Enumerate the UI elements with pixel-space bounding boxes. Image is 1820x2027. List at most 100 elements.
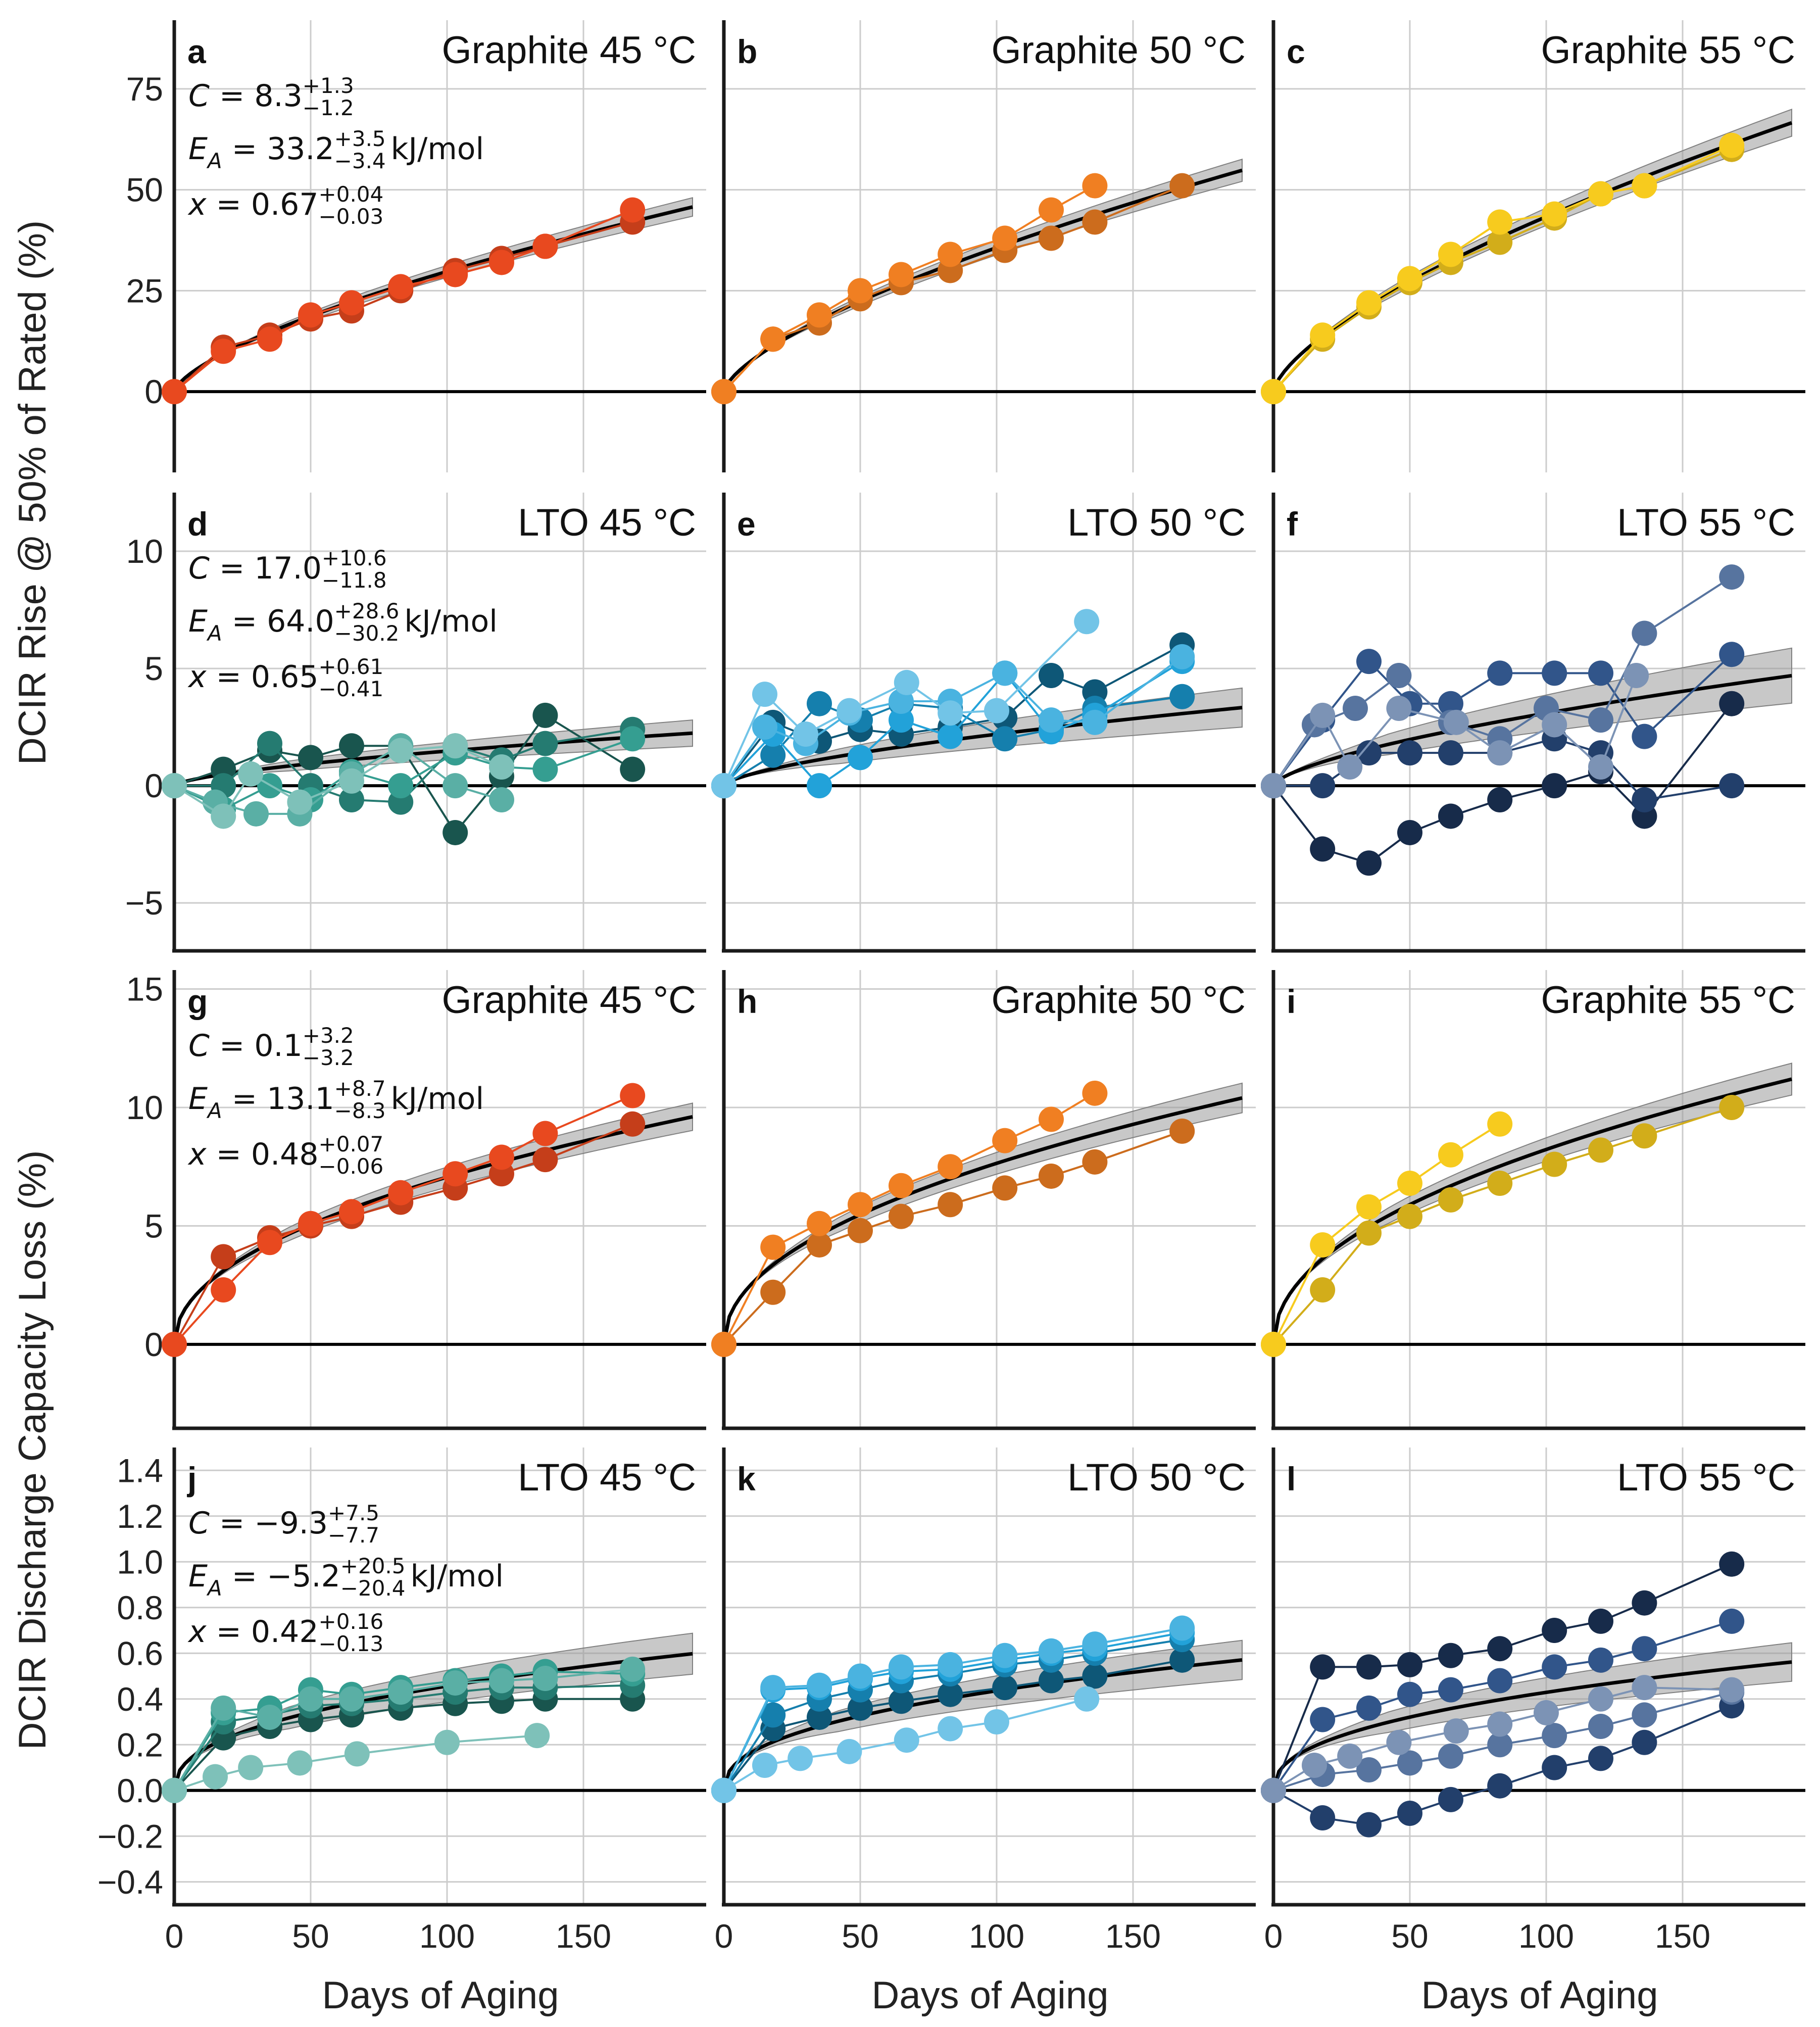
data-point — [1438, 1787, 1463, 1812]
data-point — [489, 787, 514, 812]
data-point — [848, 1192, 873, 1218]
panel-j: −0.4 −0.2 0.0 0.2 0.4 0.6 0.8 1.0 1.2 1.4 0 50 100 15… — [97, 1447, 706, 1955]
series-5 — [1261, 1675, 1745, 1803]
data-point — [388, 274, 414, 300]
data-point — [1487, 209, 1513, 235]
data-point — [1588, 1714, 1613, 1740]
data-point — [1719, 1094, 1745, 1120]
data-point — [760, 1675, 786, 1701]
data-point — [1356, 1220, 1382, 1246]
series-4 — [162, 1656, 646, 1803]
fit-param-x: x = 0.65+0.61 −0.41 — [187, 654, 383, 701]
data-point — [339, 787, 364, 812]
data-point — [1438, 1743, 1463, 1769]
data-point — [524, 1723, 550, 1749]
data-point — [938, 1652, 963, 1677]
data-point — [1343, 695, 1368, 721]
series-2 — [1261, 1693, 1745, 1838]
data-point — [620, 756, 646, 782]
data-point — [442, 262, 468, 287]
ytick-label: 10 — [126, 1089, 163, 1126]
data-point — [938, 723, 963, 749]
data-point — [1169, 173, 1195, 199]
data-point — [752, 1752, 777, 1778]
data-point — [938, 1681, 963, 1707]
data-point — [752, 682, 777, 707]
fit-curve — [722, 1658, 1243, 1791]
data-point — [1386, 695, 1412, 721]
data-point — [848, 1663, 873, 1689]
data-point — [1632, 1729, 1657, 1755]
series-5 — [1261, 663, 1649, 799]
data-point — [1632, 1590, 1657, 1616]
data-point — [442, 1670, 468, 1696]
data-point — [1082, 1631, 1108, 1657]
data-point — [1588, 1746, 1613, 1771]
series-2 — [1261, 132, 1745, 405]
data-point — [1719, 1608, 1745, 1634]
data-point — [339, 768, 364, 794]
data-point — [1356, 1695, 1382, 1721]
series-line — [1272, 1620, 1732, 1791]
panel-title: LTO 55 °C — [1617, 501, 1795, 544]
data-point — [1632, 620, 1657, 646]
data-point — [1588, 1647, 1613, 1673]
panel-letter: l — [1287, 1460, 1296, 1498]
data-point — [1438, 242, 1463, 267]
ytick-label: −0.4 — [97, 1863, 163, 1901]
data-point — [1487, 1711, 1513, 1737]
data-point — [1487, 1171, 1513, 1196]
data-point — [711, 773, 736, 799]
data-point — [1074, 609, 1100, 635]
data-point — [1588, 1686, 1613, 1712]
data-point — [1039, 1106, 1064, 1132]
series-line — [1273, 1691, 1732, 1792]
data-point — [848, 1695, 873, 1721]
fit-curve — [1271, 1660, 1792, 1791]
ytick-label: 10 — [126, 533, 163, 570]
fit-param-x: x = 0.48+0.07 −0.06 — [187, 1132, 383, 1179]
xtick-label: 150 — [1655, 1917, 1710, 1955]
data-point — [298, 1211, 323, 1236]
xtick-label: 50 — [292, 1917, 329, 1955]
data-point — [1310, 773, 1336, 799]
data-point — [489, 1144, 514, 1170]
panel-letter: g — [187, 983, 208, 1020]
data-point — [1310, 1277, 1336, 1303]
data-point — [1261, 1331, 1286, 1357]
data-point — [1588, 707, 1613, 733]
data-point — [1302, 1752, 1327, 1778]
data-point — [1588, 1608, 1613, 1634]
data-point — [620, 1111, 646, 1137]
ytick-label: 1.4 — [117, 1452, 163, 1489]
ytick-label: 0 — [144, 373, 163, 410]
data-point — [211, 1244, 236, 1270]
data-point — [532, 1121, 558, 1146]
series-line — [173, 1698, 633, 1792]
ytick-label: 50 — [126, 171, 163, 209]
data-point — [211, 803, 236, 829]
series-line — [723, 1130, 1183, 1345]
data-point — [257, 1230, 282, 1256]
fit-param-ea: EA = 64.0+28.6 −30.2 kJ/mol — [188, 599, 498, 646]
data-point — [1632, 723, 1657, 749]
data-point — [238, 761, 264, 787]
data-point — [1487, 660, 1513, 686]
series-2 — [711, 1080, 1108, 1357]
data-point — [287, 789, 313, 815]
data-point — [1719, 1551, 1745, 1577]
data-point — [162, 1331, 187, 1357]
xtick-label: 100 — [969, 1917, 1024, 1955]
data-point — [1356, 290, 1382, 316]
panel-g: 0 5 10 15 g Graphite 45 °C C = 0.1+3.2 −3.2 EA =… — [126, 970, 706, 1430]
data-point — [992, 1643, 1018, 1668]
panel-title: Graphite 55 °C — [1541, 29, 1795, 72]
data-point — [1397, 1681, 1422, 1707]
data-point — [388, 738, 414, 763]
data-point — [532, 233, 558, 259]
fit-curve — [722, 1096, 1243, 1345]
data-point — [752, 714, 777, 740]
panel-letter: c — [1287, 33, 1305, 70]
data-point — [1438, 1187, 1463, 1213]
data-point — [1397, 266, 1422, 292]
